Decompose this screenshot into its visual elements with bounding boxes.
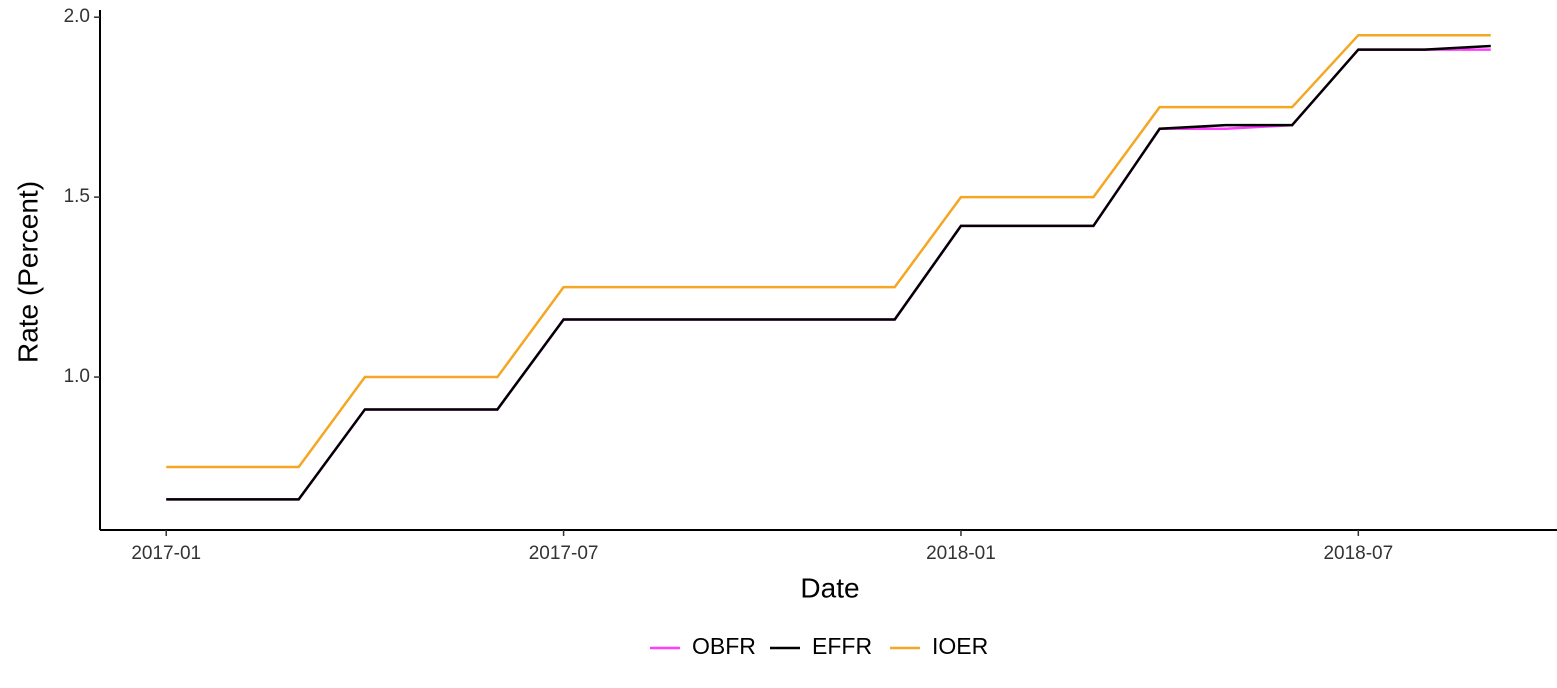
series-line bbox=[166, 33, 1491, 469]
series-line bbox=[166, 48, 1491, 501]
x-tick-label: 2018-01 bbox=[926, 543, 996, 564]
x-tick-label: 2018-07 bbox=[1323, 543, 1393, 564]
legend-label: EFFR bbox=[812, 633, 872, 659]
legend-label: OBFR bbox=[692, 633, 756, 659]
y-tick-label: 2.0 bbox=[64, 6, 90, 27]
x-axis-label: Date bbox=[800, 572, 859, 603]
y-axis-label: Rate (Percent) bbox=[12, 181, 43, 363]
legend-label: IOER bbox=[932, 633, 988, 659]
x-tick-label: 2017-07 bbox=[529, 543, 599, 564]
y-tick-label: 1.5 bbox=[64, 186, 90, 207]
series-line bbox=[166, 44, 1491, 501]
x-tick-label: 2017-01 bbox=[131, 543, 201, 564]
y-tick-label: 1.0 bbox=[64, 366, 90, 387]
